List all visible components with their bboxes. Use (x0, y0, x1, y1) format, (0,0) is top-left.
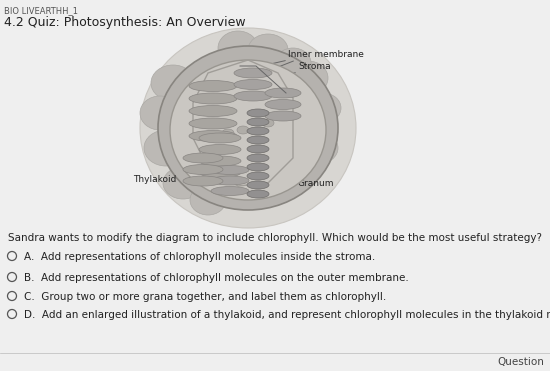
Text: Question: Question (497, 357, 544, 367)
Text: Inner membrane: Inner membrane (288, 50, 364, 59)
Ellipse shape (247, 145, 269, 153)
Ellipse shape (247, 190, 269, 198)
Ellipse shape (247, 109, 269, 117)
Ellipse shape (189, 105, 237, 116)
Ellipse shape (288, 61, 328, 95)
Ellipse shape (189, 131, 237, 141)
Ellipse shape (144, 130, 188, 166)
Ellipse shape (222, 129, 234, 137)
Ellipse shape (247, 127, 269, 135)
Ellipse shape (199, 156, 241, 166)
Text: BIO LIVEARTHH_1: BIO LIVEARTHH_1 (4, 6, 78, 15)
Ellipse shape (189, 81, 237, 92)
Ellipse shape (183, 164, 223, 174)
Ellipse shape (211, 187, 249, 196)
Ellipse shape (262, 119, 274, 127)
Ellipse shape (199, 167, 241, 177)
Ellipse shape (247, 154, 269, 162)
Text: Granum: Granum (298, 178, 334, 187)
Ellipse shape (247, 163, 269, 171)
Ellipse shape (183, 153, 223, 163)
Ellipse shape (199, 133, 241, 143)
Ellipse shape (248, 34, 288, 66)
Ellipse shape (183, 176, 223, 186)
Ellipse shape (247, 181, 269, 189)
Ellipse shape (170, 60, 326, 200)
Ellipse shape (218, 31, 258, 65)
Ellipse shape (247, 118, 269, 126)
Ellipse shape (211, 165, 249, 174)
Ellipse shape (305, 93, 341, 123)
Ellipse shape (190, 185, 226, 215)
Ellipse shape (237, 126, 249, 134)
Text: 4.2 Quiz: Photosynthesis: An Overview: 4.2 Quiz: Photosynthesis: An Overview (4, 16, 246, 29)
Ellipse shape (158, 46, 338, 210)
Ellipse shape (265, 99, 301, 109)
Text: B.  Add representations of chlorophyll molecules on the outer membrane.: B. Add representations of chlorophyll mo… (24, 273, 409, 283)
Ellipse shape (247, 136, 269, 144)
Ellipse shape (189, 118, 237, 129)
Ellipse shape (298, 132, 338, 164)
Text: Sandra wants to modify the diagram to include chlorophyll. Which would be the mo: Sandra wants to modify the diagram to in… (8, 233, 542, 243)
Ellipse shape (234, 91, 272, 101)
Ellipse shape (140, 28, 356, 228)
Ellipse shape (140, 96, 180, 130)
Text: Thylakoid: Thylakoid (133, 175, 177, 184)
Ellipse shape (265, 88, 301, 98)
Ellipse shape (275, 48, 311, 78)
Text: A.  Add representations of chlorophyll molecules inside the stroma.: A. Add representations of chlorophyll mo… (24, 252, 375, 262)
Ellipse shape (234, 68, 272, 78)
Text: C.  Group two or more grana together, and label them as chlorophyll.: C. Group two or more grana together, and… (24, 292, 386, 302)
Ellipse shape (211, 176, 249, 185)
Ellipse shape (265, 111, 301, 121)
Text: Stroma: Stroma (298, 62, 331, 71)
Ellipse shape (151, 65, 195, 101)
Ellipse shape (189, 93, 237, 104)
Ellipse shape (234, 79, 272, 89)
Ellipse shape (199, 144, 241, 154)
Ellipse shape (163, 167, 203, 199)
Ellipse shape (247, 172, 269, 180)
Text: D.  Add an enlarged illustration of a thylakoid, and represent chlorophyll molec: D. Add an enlarged illustration of a thy… (24, 310, 550, 320)
